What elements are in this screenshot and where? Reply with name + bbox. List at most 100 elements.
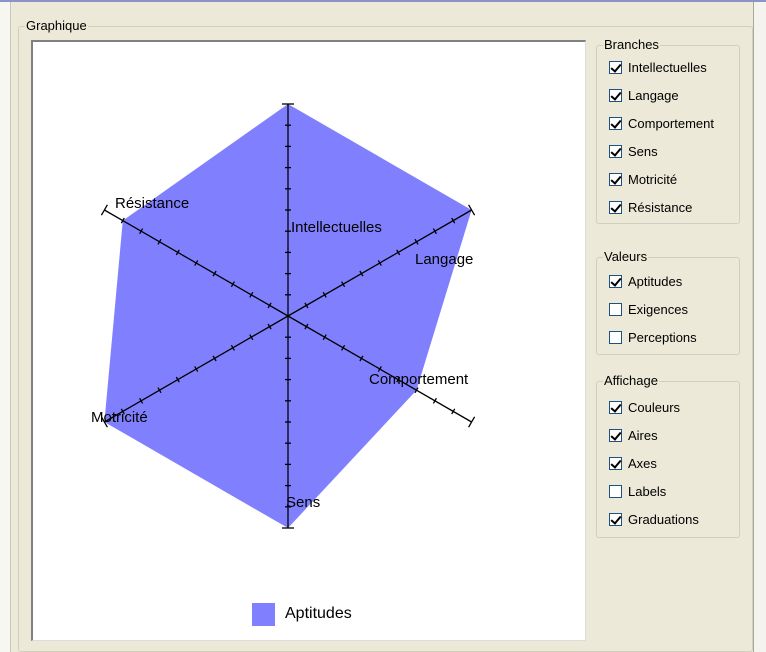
checkbox-comportement[interactable]: Comportement: [609, 115, 714, 131]
checkbox-motricite[interactable]: Motricité: [609, 171, 677, 187]
valeurs-group-title: Valeurs: [604, 249, 648, 264]
tick-resistance-8: [139, 228, 144, 235]
checkbox-label: Sens: [628, 143, 658, 159]
tick-motricite-8: [139, 397, 144, 404]
axis-label-resistance: Résistance: [115, 195, 189, 212]
tick-comportement-3: [341, 344, 346, 351]
checkbox-exigences[interactable]: Exigences: [609, 301, 688, 317]
tick-comportement-1: [304, 323, 309, 330]
tick-langage-4: [359, 270, 364, 277]
vertical-scrollbar[interactable]: [753, 2, 766, 652]
checkbox-box[interactable]: [609, 274, 622, 288]
radar-chart-svg: Intellectuelles Langage Comportement Sens Mo…: [91, 103, 476, 529]
tick-motricite-2: [249, 334, 254, 341]
checkbox-label: Couleurs: [628, 399, 681, 415]
graphique-group-title: Graphique: [26, 18, 87, 33]
checkbox-box[interactable]: [609, 400, 622, 414]
affichage-group-title: Affichage: [604, 373, 658, 388]
checkbox-box[interactable]: [609, 330, 622, 344]
tick-langage-8: [432, 228, 437, 235]
checkbox-label: Aires: [628, 427, 658, 443]
axis-label-intellectuelles: Intellectuelles: [291, 219, 382, 236]
tick-motricite-6: [175, 376, 180, 383]
checkbox-perceptions[interactable]: Perceptions: [609, 329, 697, 345]
tick-comportement-4: [359, 355, 364, 362]
checkbox-label: Intellectuelles: [628, 59, 707, 75]
tick-comportement-5: [377, 366, 382, 372]
checkbox-box[interactable]: [609, 116, 622, 130]
tick-motricite-10: [100, 416, 108, 428]
checkbox-box[interactable]: [609, 302, 622, 316]
tick-comportement-10: [468, 416, 476, 428]
tick-langage-2: [322, 291, 327, 298]
branches-group: Branches: [596, 38, 740, 224]
tick-langage-1: [304, 302, 309, 309]
legend-label-aptitudes: Aptitudes: [285, 605, 352, 622]
tick-comportement-9: [451, 408, 456, 415]
tick-comportement-7: [414, 387, 419, 394]
checkbox-aptitudes[interactable]: Aptitudes: [609, 273, 682, 289]
checkbox-langage[interactable]: Langage: [609, 87, 679, 103]
tick-resistance-1: [267, 302, 272, 309]
legend-swatch-aptitudes: [252, 602, 275, 626]
tick-comportement-8: [432, 397, 437, 404]
checkbox-intellectuelles[interactable]: Intellectuelles: [609, 59, 707, 75]
tick-resistance-3: [230, 281, 235, 288]
axis-label-langage: Langage: [415, 251, 473, 268]
tick-resistance-5: [194, 260, 199, 266]
tick-resistance-6: [175, 249, 180, 256]
checkbox-box[interactable]: [609, 200, 622, 214]
window-top-border: [0, 0, 766, 2]
checkbox-label: Labels: [628, 483, 667, 499]
tick-langage-3: [341, 281, 346, 288]
chart-legend: Aptitudes: [252, 602, 352, 626]
checkbox-label: Langage: [628, 87, 679, 103]
checkbox-box[interactable]: [609, 484, 622, 498]
tick-resistance-7: [157, 238, 162, 245]
checkbox-graduations[interactable]: Graduations: [609, 511, 699, 527]
branches-group-title: Branches: [604, 37, 659, 52]
tick-motricite-3: [230, 344, 235, 351]
checkbox-label: Perceptions: [628, 329, 697, 345]
checkbox-box[interactable]: [609, 512, 622, 526]
checkbox-label: Aptitudes: [628, 273, 683, 289]
axis-label-motricite: Motricité: [91, 409, 148, 426]
tick-motricite-7: [157, 387, 162, 394]
checkbox-box[interactable]: [609, 172, 622, 186]
checkbox-couleurs[interactable]: Couleurs: [609, 399, 680, 415]
checkbox-label: Résistance: [628, 199, 693, 215]
tick-langage-6: [396, 249, 401, 256]
tick-resistance-10: [100, 204, 108, 216]
tick-motricite-5: [194, 366, 199, 372]
checkbox-box[interactable]: [609, 88, 622, 102]
tick-langage-10: [468, 204, 476, 216]
checkbox-label: Motricité: [628, 171, 678, 187]
tick-comportement-6: [396, 376, 401, 383]
checkbox-axes[interactable]: Axes: [609, 455, 657, 471]
checkbox-label: Axes: [628, 455, 657, 471]
valeurs-group: Valeurs: [596, 250, 740, 355]
checkbox-sens[interactable]: Sens: [609, 143, 658, 159]
checkbox-box[interactable]: [609, 456, 622, 470]
checkbox-label: Exigences: [628, 301, 688, 317]
radar-chart: Intellectuelles Langage Comportement Sens Mo…: [31, 40, 586, 641]
checkbox-labels[interactable]: Labels: [609, 483, 666, 499]
checkbox-box[interactable]: [609, 144, 622, 158]
checkbox-box[interactable]: [609, 428, 622, 442]
tick-langage-9: [451, 217, 456, 224]
tick-resistance-2: [249, 291, 254, 298]
left-pane-edge: [0, 2, 11, 652]
checkbox-box[interactable]: [609, 60, 622, 74]
tick-langage-7: [414, 238, 419, 245]
affichage-group: Affichage: [596, 374, 740, 538]
checkbox-aires[interactable]: Aires: [609, 427, 658, 443]
tick-motricite-4: [212, 355, 217, 362]
checkbox-resistance[interactable]: Résistance: [609, 199, 692, 215]
axis-label-sens: Sens: [286, 494, 320, 511]
checkbox-label: Graduations: [628, 511, 699, 527]
checkbox-label: Comportement: [628, 115, 714, 131]
tick-langage-5: [377, 260, 382, 266]
tick-resistance-9: [120, 217, 125, 224]
tick-comportement-2: [322, 334, 327, 341]
tick-motricite-1: [267, 323, 272, 330]
